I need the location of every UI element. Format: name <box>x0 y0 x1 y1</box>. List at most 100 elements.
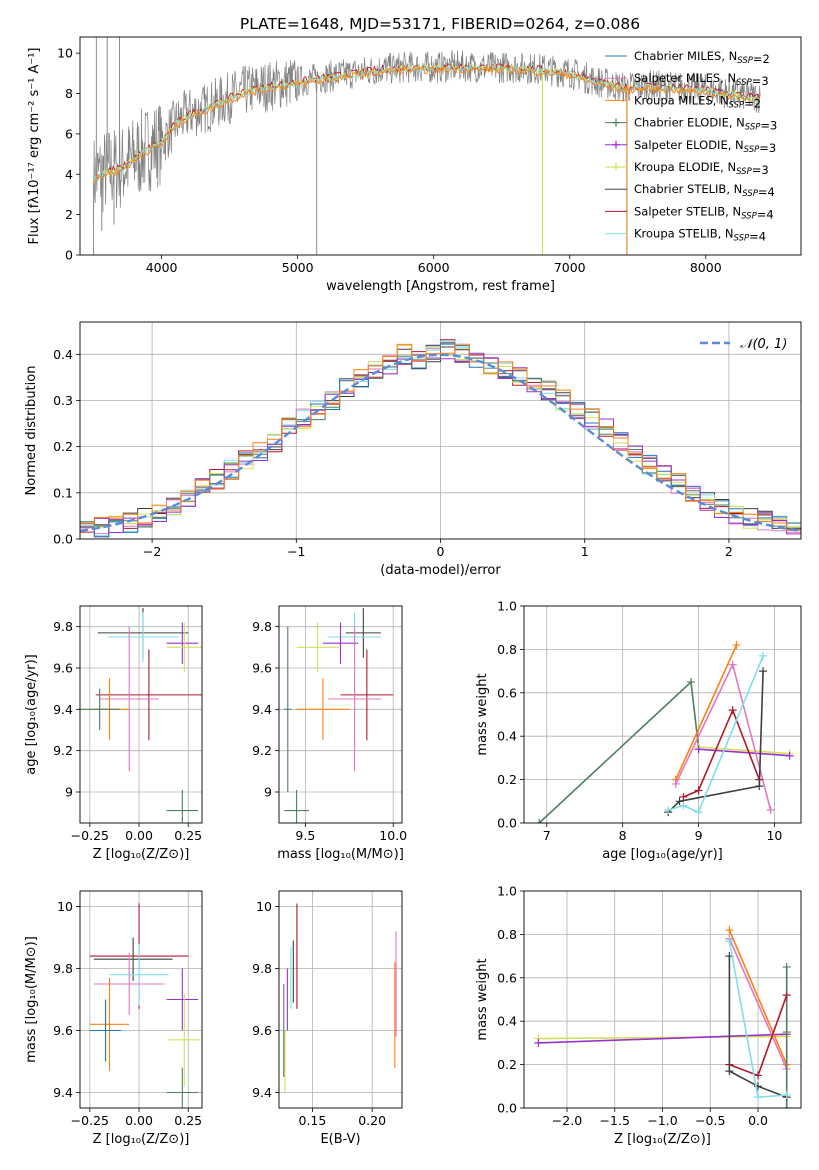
plus-marker <box>535 819 544 823</box>
label-part: (age/yr)] <box>24 654 39 711</box>
plus-marker <box>782 991 791 1000</box>
y-tick-label: 2 <box>65 207 73 222</box>
plus-marker <box>694 808 703 817</box>
y-tick-label: 8 <box>65 86 73 101</box>
x-tick-label: 0.00 <box>125 1113 153 1128</box>
y-tick-label: 9.8 <box>53 619 73 634</box>
label-part: SSP <box>736 78 752 88</box>
plus-marker <box>675 797 684 806</box>
label-part: )] <box>179 847 189 862</box>
x-tick-label: 10.0 <box>379 828 407 843</box>
x-axis-label: age [log₁₀(age/yr)] <box>602 847 723 862</box>
y-tick-label: 9.2 <box>252 743 272 758</box>
label-part: Normed distribution <box>24 366 39 496</box>
y-tick-label: 0.6 <box>497 685 517 700</box>
plus-marker <box>759 651 768 660</box>
x-tick-label: 0.00 <box>125 828 153 843</box>
x-tick-label: −0.5 <box>695 1113 725 1128</box>
panel-mass-vs-ebv: 0.15 0.20 9.4 9.6 9.8 10 E(B-V) <box>252 890 403 1147</box>
legend-label: Kroupa ELODIE, NSSP=3 <box>634 160 769 177</box>
plus-marker <box>785 751 794 760</box>
y-tick-label: 9.2 <box>53 743 73 758</box>
label-part: age [log <box>24 722 39 775</box>
y-tick-label: 9.6 <box>53 1023 73 1038</box>
y-tick-label: 9.8 <box>252 961 272 976</box>
label-part: )] <box>179 1132 189 1147</box>
axes-frame <box>79 36 802 256</box>
label-part: Chabrier STELIB, N <box>634 182 742 196</box>
y-tick-label: 9.8 <box>53 961 73 976</box>
label-part: ₁₀ <box>340 847 350 862</box>
y-tick-label: 0.4 <box>497 1014 517 1029</box>
weight-line <box>667 655 764 814</box>
legend-label: Kroupa STELIB, NSSP=4 <box>634 227 766 244</box>
weight-line <box>698 748 790 757</box>
y-tick-label: 1.0 <box>497 884 517 899</box>
plus-marker <box>754 1071 763 1080</box>
y-axis-label: age [log₁₀(age/yr)] <box>24 654 39 775</box>
y-tick-label: 0.8 <box>497 927 517 942</box>
label-part: (M/M <box>24 957 39 989</box>
plus-marker <box>725 1067 734 1076</box>
y-tick-label: 0.2 <box>53 439 73 454</box>
label-part: =3 <box>752 74 769 88</box>
x-tick-label: 0.20 <box>358 1113 386 1128</box>
label-part: ⊙ <box>168 1132 179 1147</box>
plus-marker <box>728 660 737 669</box>
label-part: Salpeter STELIB, N <box>634 204 741 218</box>
model-spectrum <box>93 62 761 181</box>
legend-label: Salpeter STELIB, NSSP=4 <box>634 204 774 221</box>
weight-line <box>675 644 738 780</box>
label-part: =4 <box>749 230 766 244</box>
legend-label: Salpeter ELODIE, NSSP=3 <box>634 138 776 155</box>
y-tick-label: 6 <box>65 126 73 141</box>
legend-label: 𝒩(0, 1) <box>740 337 787 352</box>
legend-label: Salpeter MILES, NSSP=3 <box>634 71 769 88</box>
label-part: =2 <box>753 52 770 66</box>
x-axis-label: E(B-V) <box>320 1132 360 1147</box>
label-part: erg cm <box>27 113 42 162</box>
y-tick-label: 9.6 <box>252 1023 272 1038</box>
x-tick-label: 2 <box>725 544 733 559</box>
label-part: ⁻¹ <box>27 78 42 90</box>
plus-marker <box>759 667 768 676</box>
y-tick-label: 0.4 <box>53 347 73 362</box>
weight-line <box>728 929 788 1065</box>
plot-area <box>279 606 402 823</box>
plot-area <box>93 37 761 255</box>
x-tick-label: 6000 <box>418 260 450 275</box>
y-tick-label: 0.4 <box>497 729 517 744</box>
label-part: Z [log <box>614 1132 652 1147</box>
x-tick-label: 4000 <box>146 260 178 275</box>
label-part: ₁₀ <box>131 1132 141 1147</box>
plot-area <box>80 322 801 539</box>
model-spectrum <box>93 65 760 185</box>
plus-marker <box>782 962 791 971</box>
y-tick-label: 9 <box>264 785 272 800</box>
weight-line <box>538 1035 787 1040</box>
label-part: SSP <box>737 56 753 66</box>
x-tick-label: 10 <box>766 828 782 843</box>
x-tick-label: −2 <box>143 544 161 559</box>
legend-label: Chabrier STELIB, NSSP=4 <box>634 182 775 199</box>
model-spectrum <box>93 63 760 181</box>
x-tick-label: 0 <box>437 544 445 559</box>
plus-marker <box>686 677 695 686</box>
label-part: mass [log <box>24 1000 39 1063</box>
label-part: (data-model)/error <box>380 563 501 578</box>
label-part: A <box>27 65 42 78</box>
panel-weight-vs-Z: −2.0 −1.5 −1.0 −0.5 0.0 0.0 0.2 0.4 0.6 0.8 1.0 Z [… <box>475 884 802 1147</box>
label-part: mass weight <box>475 673 490 755</box>
x-tick-label: −1 <box>287 544 305 559</box>
y-tick-label: 0.1 <box>53 485 73 500</box>
x-axis-label: mass [log₁₀(M/M⊙)] <box>277 847 404 862</box>
axes-frame <box>79 890 203 1109</box>
y-axis-label: Normed distribution <box>24 366 39 496</box>
plot-area <box>524 891 801 1108</box>
label-part: Chabrier MILES, N <box>634 49 737 63</box>
label-part: (Z/Z <box>141 1132 168 1147</box>
figure-title: PLATE=1648, MJD=53171, FIBERID=0264, z=0… <box>240 15 640 33</box>
label-part: ⁻¹⁷ <box>27 162 42 179</box>
